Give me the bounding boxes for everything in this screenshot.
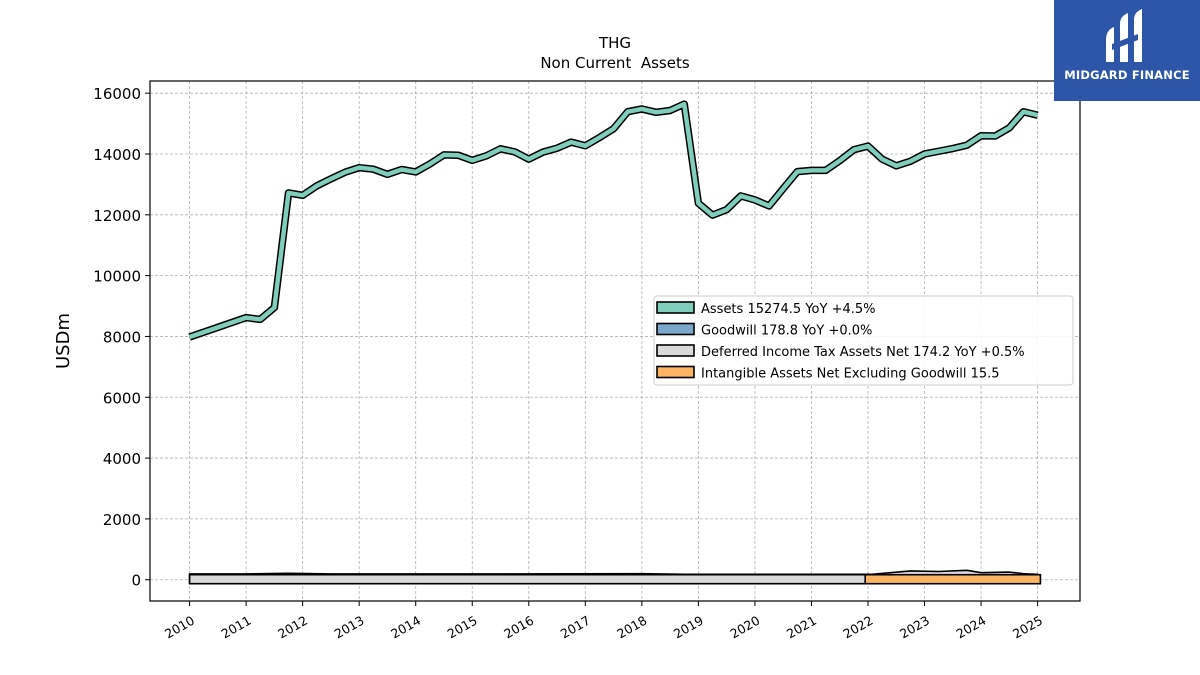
y-tick-label: 6000 [103,389,141,407]
legend-label: Deferred Income Tax Assets Net 174.2 YoY… [701,345,1025,360]
line-series [188,100,1039,341]
legend-box [653,295,1074,386]
x-tick-label: 2022 [840,613,875,642]
chart-title: THG [598,34,631,52]
band-series [188,569,1042,585]
series-line-0 [188,101,1039,340]
legend-swatch [656,322,695,336]
x-tick-label: 2011 [219,613,254,642]
y-tick-label: 10000 [93,268,141,286]
y-tick-label: 16000 [93,85,141,103]
x-tick-label: 2024 [954,613,989,642]
y-tick-label: 14000 [93,146,141,164]
y-axis-label: USDm [53,313,74,369]
x-tick-label: 2021 [784,613,819,642]
x-tick-label: 2017 [558,613,593,642]
logo-mark-icon [1106,9,1142,62]
y-tick-label: 2000 [103,511,141,529]
x-tick-label: 2023 [897,613,932,642]
x-tick-label: 2010 [162,613,197,642]
y-tick-label: 4000 [103,450,141,468]
y-tick-label: 0 [131,572,141,590]
legend-swatch [656,344,695,357]
x-tick-label: 2025 [1010,613,1045,642]
legend-swatch [656,301,695,314]
x-tick-label: 2013 [332,613,367,642]
y-tick-label: 8000 [103,328,141,346]
chart-subtitle: Non Current Assets [540,54,690,72]
x-tick-label: 2014 [388,613,423,642]
legend: Assets 15274.5 YoY +4.5% Goodwill 178.8 Y… [653,295,1074,386]
legend-swatch [656,365,695,379]
x-tick-label: 2012 [275,613,310,642]
y-tick-label: 12000 [93,207,141,225]
legend-label: Intangible Assets Net Excluding Goodwill… [701,367,1000,382]
x-tick-label: 2018 [614,613,649,642]
x-tick-label: 2020 [727,613,762,642]
legend-label: Goodwill 178.8 YoY +0.0% [701,324,872,339]
midgard-finance-logo: MIDGARD FINANCE [1054,0,1200,101]
series-bar-3 [864,573,1042,585]
x-tick-label: 2019 [671,613,706,642]
plot-frame [149,80,1081,602]
x-axis: 2010 2011 2012 2013 2014 2015 2016 2017 2018 2019… [162,601,1045,642]
y-axis: 0 2000 4000 6000 8000 10000 12000 14000 16000 [93,85,150,590]
legend-label: Assets 15274.5 YoY +4.5% [701,302,876,317]
x-tick-label: 2016 [501,613,536,642]
x-tick-label: 2015 [445,613,480,642]
logo-text: MIDGARD FINANCE [1064,68,1190,82]
